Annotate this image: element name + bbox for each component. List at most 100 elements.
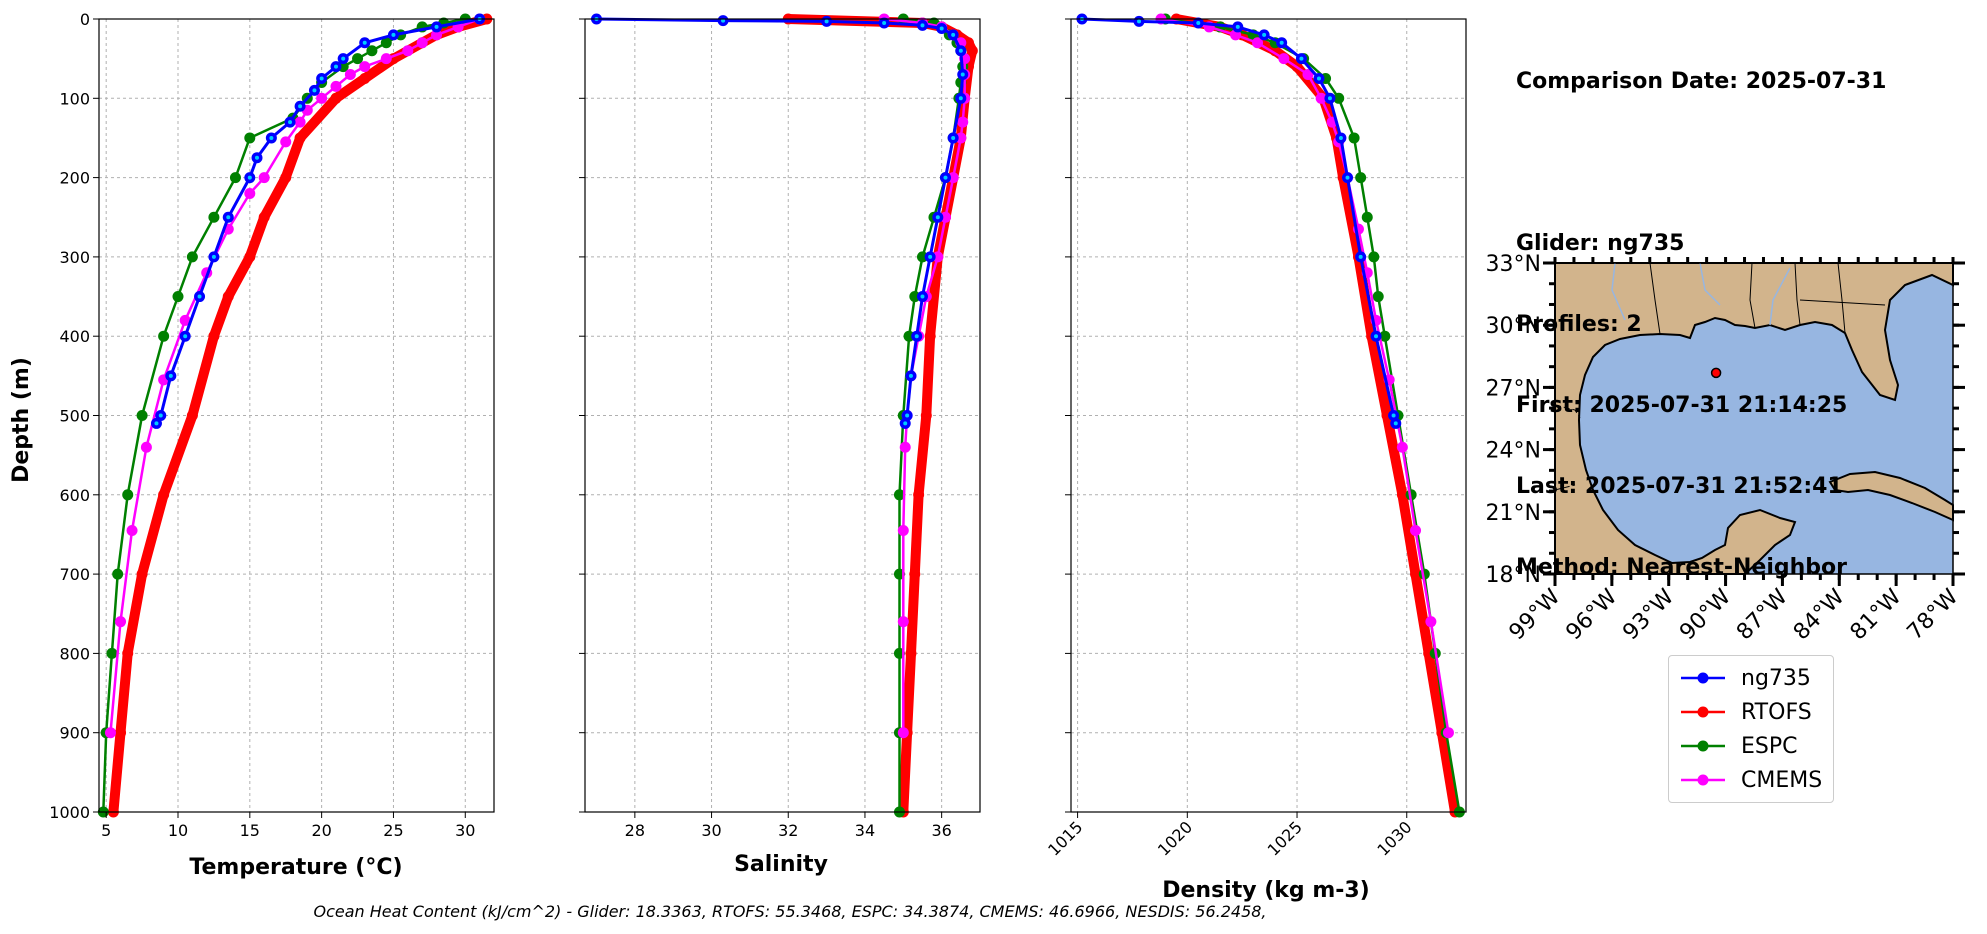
glider-sample-dot [226,215,231,220]
temperature-panel: 5 10 15 20 25 3001002003004005006007008009001… [49,10,495,840]
data-point-rtofs [330,92,342,104]
legend-label: CMEMS [1741,767,1823,793]
method: Method: Nearest-Neighbor [1516,555,1847,580]
glider-sample-dot [951,135,956,140]
glider-sample-dot [298,104,303,109]
glider-sample-dot [319,76,324,81]
map-land [1554,262,1954,575]
data-point-espc [186,251,198,263]
data-point-rtofs [966,45,978,57]
y-tick-label: 200 [59,169,90,188]
data-point-cmems [955,132,967,144]
x-tick-label: 1015 [1044,817,1086,859]
glider-sample-dot [154,421,159,426]
data-point-cmems [1442,727,1454,739]
legend-marker [1681,672,1725,684]
glider-sample-dot [939,26,944,31]
data-point-cmems [1410,524,1422,536]
density-axis-label: Density (kg m-3) [1162,878,1370,903]
data-point-cmems [416,37,428,49]
x-tick-label: 1025 [1264,817,1306,859]
glider-sample-dot [1391,413,1396,418]
map-borders [1554,262,1886,491]
glider-sample-dot [1345,175,1350,180]
legend-marker [1681,740,1725,752]
glider-sample-dot [943,175,948,180]
data-point-rtofs [115,727,127,739]
x-tick-label: 30 [455,821,475,840]
data-point-cmems [1396,441,1408,453]
data-point-cmems [330,80,342,92]
y-tick-label: 100 [59,89,90,108]
data-point-cmems [179,314,191,326]
data-point-rtofs [913,489,925,501]
data-point-cmems [897,727,909,739]
data-point-rtofs [1269,45,1281,57]
data-point-espc [122,489,134,501]
data-point-cmems [957,116,969,128]
data-point-cmems [280,136,292,148]
data-point-espc [1379,330,1391,342]
data-point-cmems [1425,616,1437,628]
data-point-cmems [140,441,152,453]
glider-sample-dot [341,56,346,61]
x-tick-label: 15 [240,821,260,840]
glider-sample-dot [1299,56,1304,61]
data-point-cmems [1302,69,1314,81]
legend-label: ng735 [1741,665,1811,691]
glider-sample-dot [391,32,396,37]
y-tick-label: 300 [59,248,90,267]
data-point-rtofs [924,330,936,342]
data-point-espc [916,251,928,263]
glider-sample-dot [1374,334,1379,339]
temperature-axis-label: Temperature (°C) [189,855,402,880]
y-tick-label: 0 [80,10,90,29]
glider-sample-dot [158,413,163,418]
legend-label: RTOFS [1741,699,1812,725]
x-tick-label: 20 [311,821,331,840]
data-point-rtofs [244,251,256,263]
data-point-espc [1333,92,1345,104]
data-point-cmems [402,45,414,57]
data-point-rtofs [158,489,170,501]
data-point-espc [229,172,241,184]
first-time: First: 2025-07-31 21:14:25 [1516,393,1848,418]
data-point-rtofs [1396,489,1408,501]
data-point-cmems [316,92,328,104]
glider-sample-dot [247,175,252,180]
data-point-rtofs [258,211,270,223]
data-point-cmems [899,441,911,453]
glider-sample-dot [935,215,940,220]
data-point-cmems [104,727,116,739]
glider-sample-dot [197,294,202,299]
data-point-rtofs [909,568,921,580]
glider-sample-dot [288,120,293,125]
legend-marker [1681,706,1725,718]
y-tick-label: 500 [59,407,90,426]
glider-sample-dot [1279,40,1284,45]
glider-sample-dot [920,23,925,28]
glider-sample-dot [1327,96,1332,101]
map-rivers [1611,262,1791,326]
glider-sample-dot [1262,32,1267,37]
y-tick-label: 800 [59,644,90,663]
data-point-cmems [244,187,256,199]
legend-item-espc: ESPC [1679,732,1798,760]
x-tick-label: 28 [625,821,645,840]
density-panel: 1015 1020 1025 1030 [1044,13,1467,860]
data-point-cmems [897,524,909,536]
data-point-rtofs [920,410,932,421]
glider-sample-dot [914,334,919,339]
glider-sample-dot [958,48,963,53]
legend-marker [1681,774,1725,786]
ocean-heat-content-caption: Ocean Heat Content (kJ/cm^2) - Glider: 1… [313,902,1267,921]
x-tick-label: 32 [778,821,798,840]
glider-sample-dot [928,254,933,259]
glider-sample-dot [434,24,439,29]
glider-sample-dot [960,72,965,77]
data-point-cmems [932,251,944,263]
map-frame [1554,262,1954,575]
data-point-cmems [431,29,443,41]
data-point-espc [136,410,148,421]
